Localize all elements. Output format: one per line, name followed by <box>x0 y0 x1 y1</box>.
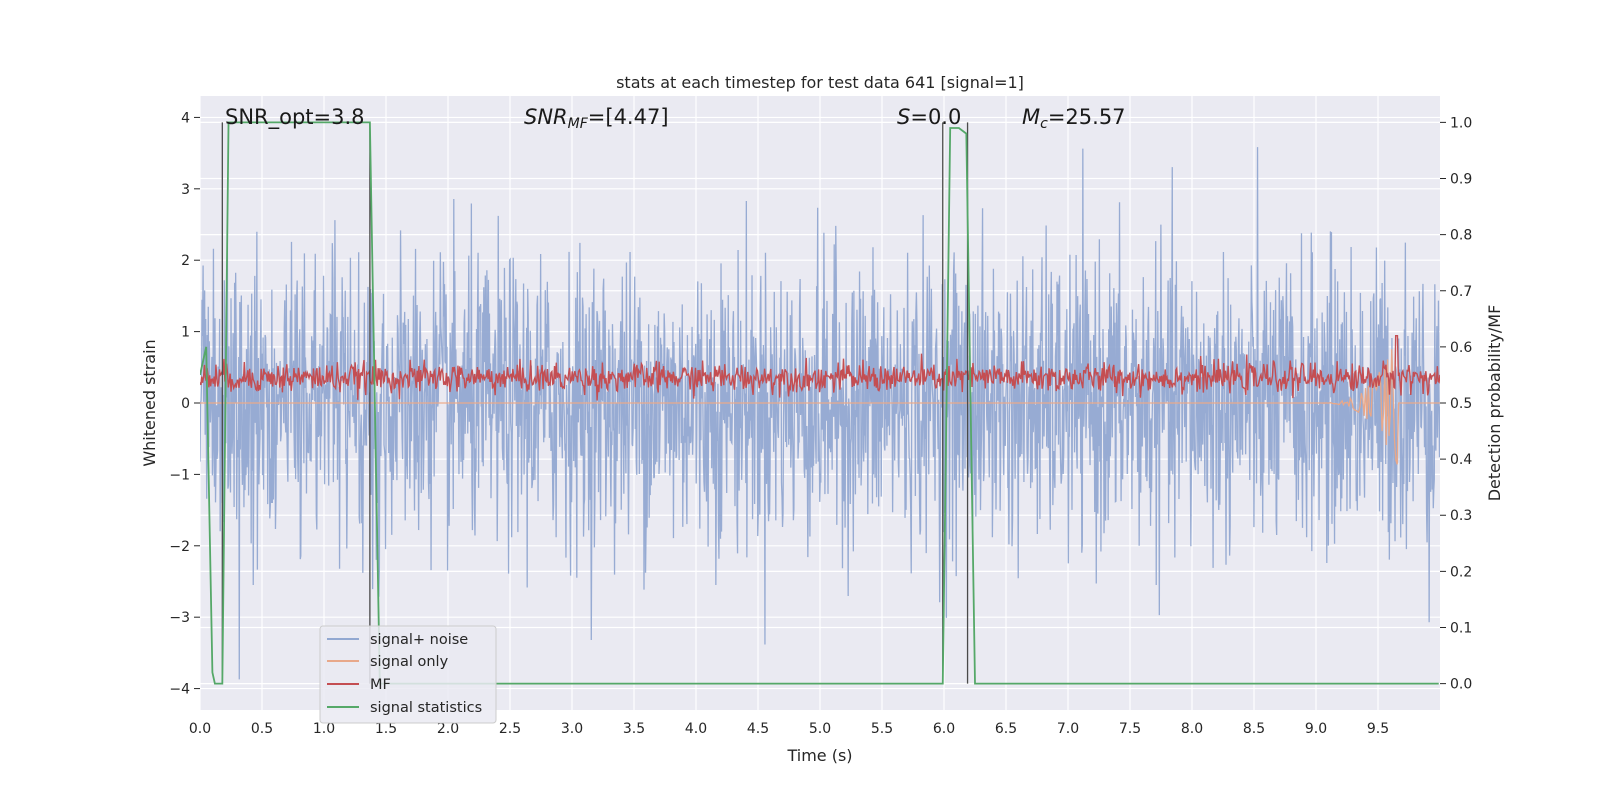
legend-label-signal-noise: signal+ noise <box>370 632 468 648</box>
y-tick-label: 4 <box>181 110 190 126</box>
line-signal-only <box>200 349 1440 465</box>
legend-label-mf: MF <box>370 677 391 693</box>
x-tick-label: 2.5 <box>499 721 521 737</box>
x-tick-label: 1.0 <box>313 721 335 737</box>
series-signal-statistics <box>200 121 1439 685</box>
x-tick-label: 0.0 <box>189 721 211 737</box>
x-tick-label: 4.5 <box>747 721 769 737</box>
x-tick-labels: 0.0 0.5 1.0 1.5 2.0 2.5 3.0 3.5 4.0 4.5 5.0 5.5 6.0 6… <box>189 721 1389 737</box>
y-tick-label: 2 <box>181 253 190 269</box>
x-tick-label: 3.0 <box>561 721 583 737</box>
x-tick-label: 9.0 <box>1305 721 1327 737</box>
y2-tick-label: 0.3 <box>1450 508 1472 524</box>
y2-tick-labels: 0.0 0.1 0.2 0.3 0.4 0.5 0.6 0.7 0.8 0.9 1.0 <box>1440 115 1472 693</box>
x-tick-label: 7.0 <box>1057 721 1079 737</box>
line-signal-statistics <box>200 121 1439 685</box>
x-axis-label: Time (s) <box>786 746 852 765</box>
annotation-s: S=0.0 <box>897 105 961 129</box>
y-tick-label: −2 <box>169 539 190 555</box>
x-tick-label: 8.5 <box>1243 721 1265 737</box>
y-tick-labels: −4 −3 −2 −1 0 1 2 3 4 <box>169 110 200 698</box>
y2-tick-label: 0.1 <box>1450 620 1472 636</box>
series-mf <box>200 334 1440 401</box>
x-tick-label: 8.0 <box>1181 721 1203 737</box>
annotation-snr-mf: SNRMF=[4.47] <box>524 105 669 132</box>
y2-tick-label: 0.5 <box>1450 396 1472 412</box>
series-signal-only <box>200 349 1440 465</box>
legend-label-signal-statistics: signal statistics <box>370 700 482 716</box>
y2-tick-label: 1.0 <box>1450 115 1472 131</box>
x-tick-label: 1.5 <box>375 721 397 737</box>
y2-tick-label: 0.2 <box>1450 564 1472 580</box>
legend: signal+ noise signal only MF signal stat… <box>319 625 497 724</box>
x-tick-label: 2.0 <box>437 721 459 737</box>
x-tick-label: 3.5 <box>623 721 645 737</box>
x-tick-label: 4.0 <box>685 721 707 737</box>
x-tick-label: 7.5 <box>1119 721 1141 737</box>
y2-tick-label: 0.8 <box>1450 228 1472 244</box>
chart-title: stats at each timestep for test data 641… <box>616 73 1024 92</box>
plot-area <box>200 121 1440 685</box>
y2-tick-label: 0.7 <box>1450 284 1472 300</box>
y-tick-label: 1 <box>181 325 190 341</box>
x-tick-label: 5.0 <box>809 721 831 737</box>
annotation-snr-opt: SNR_opt=3.8 <box>225 105 365 130</box>
y-tick-label: −4 <box>169 682 190 698</box>
y2-tick-label: 0.0 <box>1450 677 1472 693</box>
line-mf <box>200 334 1440 401</box>
x-tick-label: 6.0 <box>933 721 955 737</box>
x-tick-label: 0.5 <box>251 721 273 737</box>
legend-box <box>319 625 497 724</box>
y-tick-label: 0 <box>181 396 190 412</box>
x-tick-label: 9.5 <box>1367 721 1389 737</box>
legend-label-signal-only: signal only <box>370 654 449 670</box>
y2-axis-label: Detection probability/MF <box>1485 305 1504 502</box>
annotations: SNR_opt=3.8 SNRMF=[4.47] S=0.0 Mc=25.57 <box>225 105 1126 132</box>
x-tick-label: 6.5 <box>995 721 1017 737</box>
y-tick-label: −1 <box>169 467 190 483</box>
y2-tick-label: 0.6 <box>1450 340 1472 356</box>
y2-tick-label: 0.9 <box>1450 172 1472 188</box>
annotation-mc: Mc=25.57 <box>1022 105 1126 132</box>
y-axis-label: Whitened strain <box>140 339 159 466</box>
y-tick-label: −3 <box>169 610 190 626</box>
y2-tick-label: 0.4 <box>1450 452 1472 468</box>
y-tick-label: 3 <box>181 182 190 198</box>
x-tick-label: 5.5 <box>871 721 893 737</box>
